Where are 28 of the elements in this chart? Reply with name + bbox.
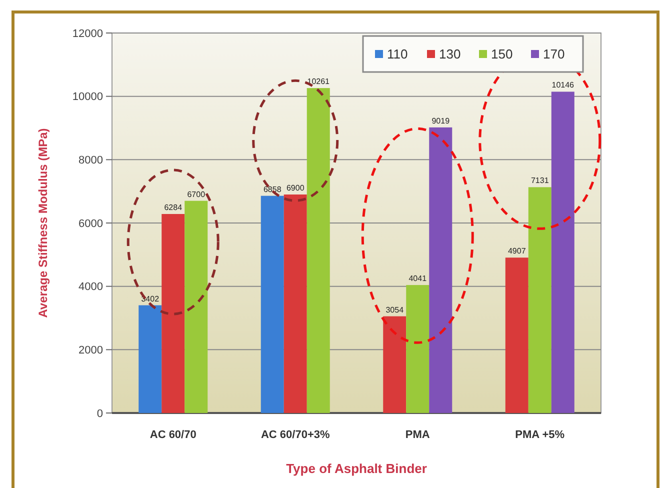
data-label: 4041 [408, 274, 428, 284]
x-tick-label: PMA [405, 429, 430, 441]
y-tick-label: 0 [96, 408, 103, 420]
y-tick-label: 2000 [78, 344, 103, 357]
data-label: 6284 [164, 203, 183, 212]
y-tick-label: 4000 [78, 281, 103, 294]
data-label: 7131 [530, 176, 550, 186]
data-label: 10146 [552, 80, 575, 90]
y-tick-label: 12000 [72, 28, 103, 40]
x-tick-label: PMA +5% [515, 429, 565, 441]
legend-label: 150 [491, 46, 513, 62]
data-label: 10261 [307, 77, 330, 86]
y-tick-label: 8000 [78, 154, 103, 167]
x-axis-title: Type of Asphalt Binder [286, 461, 427, 476]
legend-label: 130 [439, 46, 461, 62]
data-label: 4907 [508, 246, 526, 256]
y-tick-label: 6000 [78, 218, 103, 230]
y-axis-title: Average Stiffness Modulus (MPa) [36, 128, 50, 318]
data-label: 6900 [286, 184, 305, 192]
data-label: 6858 [263, 184, 282, 194]
legend-label: 170 [543, 46, 565, 62]
legend-label: 110 [387, 46, 408, 62]
data-label: 9019 [432, 116, 450, 126]
data-label: 3054 [386, 305, 404, 314]
y-tick-label: 10000 [72, 91, 103, 104]
x-tick-label: AC 60/70 [150, 429, 196, 441]
data-label: 6700 [187, 190, 206, 199]
x-tick-label: AC 60/70+3% [260, 429, 330, 441]
